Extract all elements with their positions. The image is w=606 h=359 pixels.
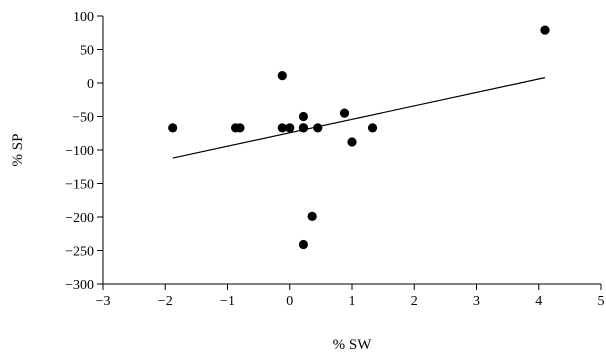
data-points	[168, 25, 550, 250]
y-tick-label: 0	[87, 77, 94, 92]
data-point	[540, 25, 550, 35]
x-tick-label: −1	[220, 294, 235, 309]
data-point	[298, 123, 309, 133]
y-tick-label: −250	[65, 245, 94, 260]
data-point	[298, 111, 309, 122]
data-point	[339, 108, 350, 118]
y-tick-label: −100	[65, 144, 94, 159]
axes	[102, 16, 601, 285]
y-tick-label: −300	[65, 278, 94, 293]
data-point	[235, 123, 245, 133]
data-point	[277, 71, 287, 81]
y-tick-label: 100	[73, 10, 94, 25]
y-tick-label: 50	[80, 44, 94, 59]
x-tick-label: 4	[535, 294, 542, 309]
x-tick-label: 0	[286, 294, 293, 309]
trendline	[172, 77, 546, 159]
data-point	[277, 123, 287, 133]
data-point	[313, 123, 323, 133]
x-tick-label: 5	[598, 294, 605, 309]
trendline-group	[172, 77, 546, 159]
x-tick-label: 1	[349, 294, 356, 309]
tick-marks	[97, 15, 602, 290]
y-tick-label: −200	[65, 211, 94, 226]
data-point	[298, 239, 309, 250]
x-tick-label: 3	[473, 294, 480, 309]
y-tick-label: −150	[65, 178, 94, 193]
x-tick-label: −3	[96, 294, 111, 309]
data-point	[168, 123, 178, 133]
tick-labels: 100 50 0 −50 −100 −150 −200 −250 −300−3 −2 −1 0 1 2 3 4…	[65, 10, 604, 309]
data-point	[367, 123, 378, 133]
x-tick-label: −2	[158, 294, 173, 309]
x-tick-label: 2	[411, 294, 418, 309]
data-point	[285, 123, 295, 133]
x-axis-title: % SW	[333, 337, 373, 353]
y-tick-label: −50	[72, 111, 94, 126]
y-axis-title: % SP	[10, 134, 26, 167]
data-point	[307, 211, 317, 221]
data-point	[347, 137, 357, 147]
